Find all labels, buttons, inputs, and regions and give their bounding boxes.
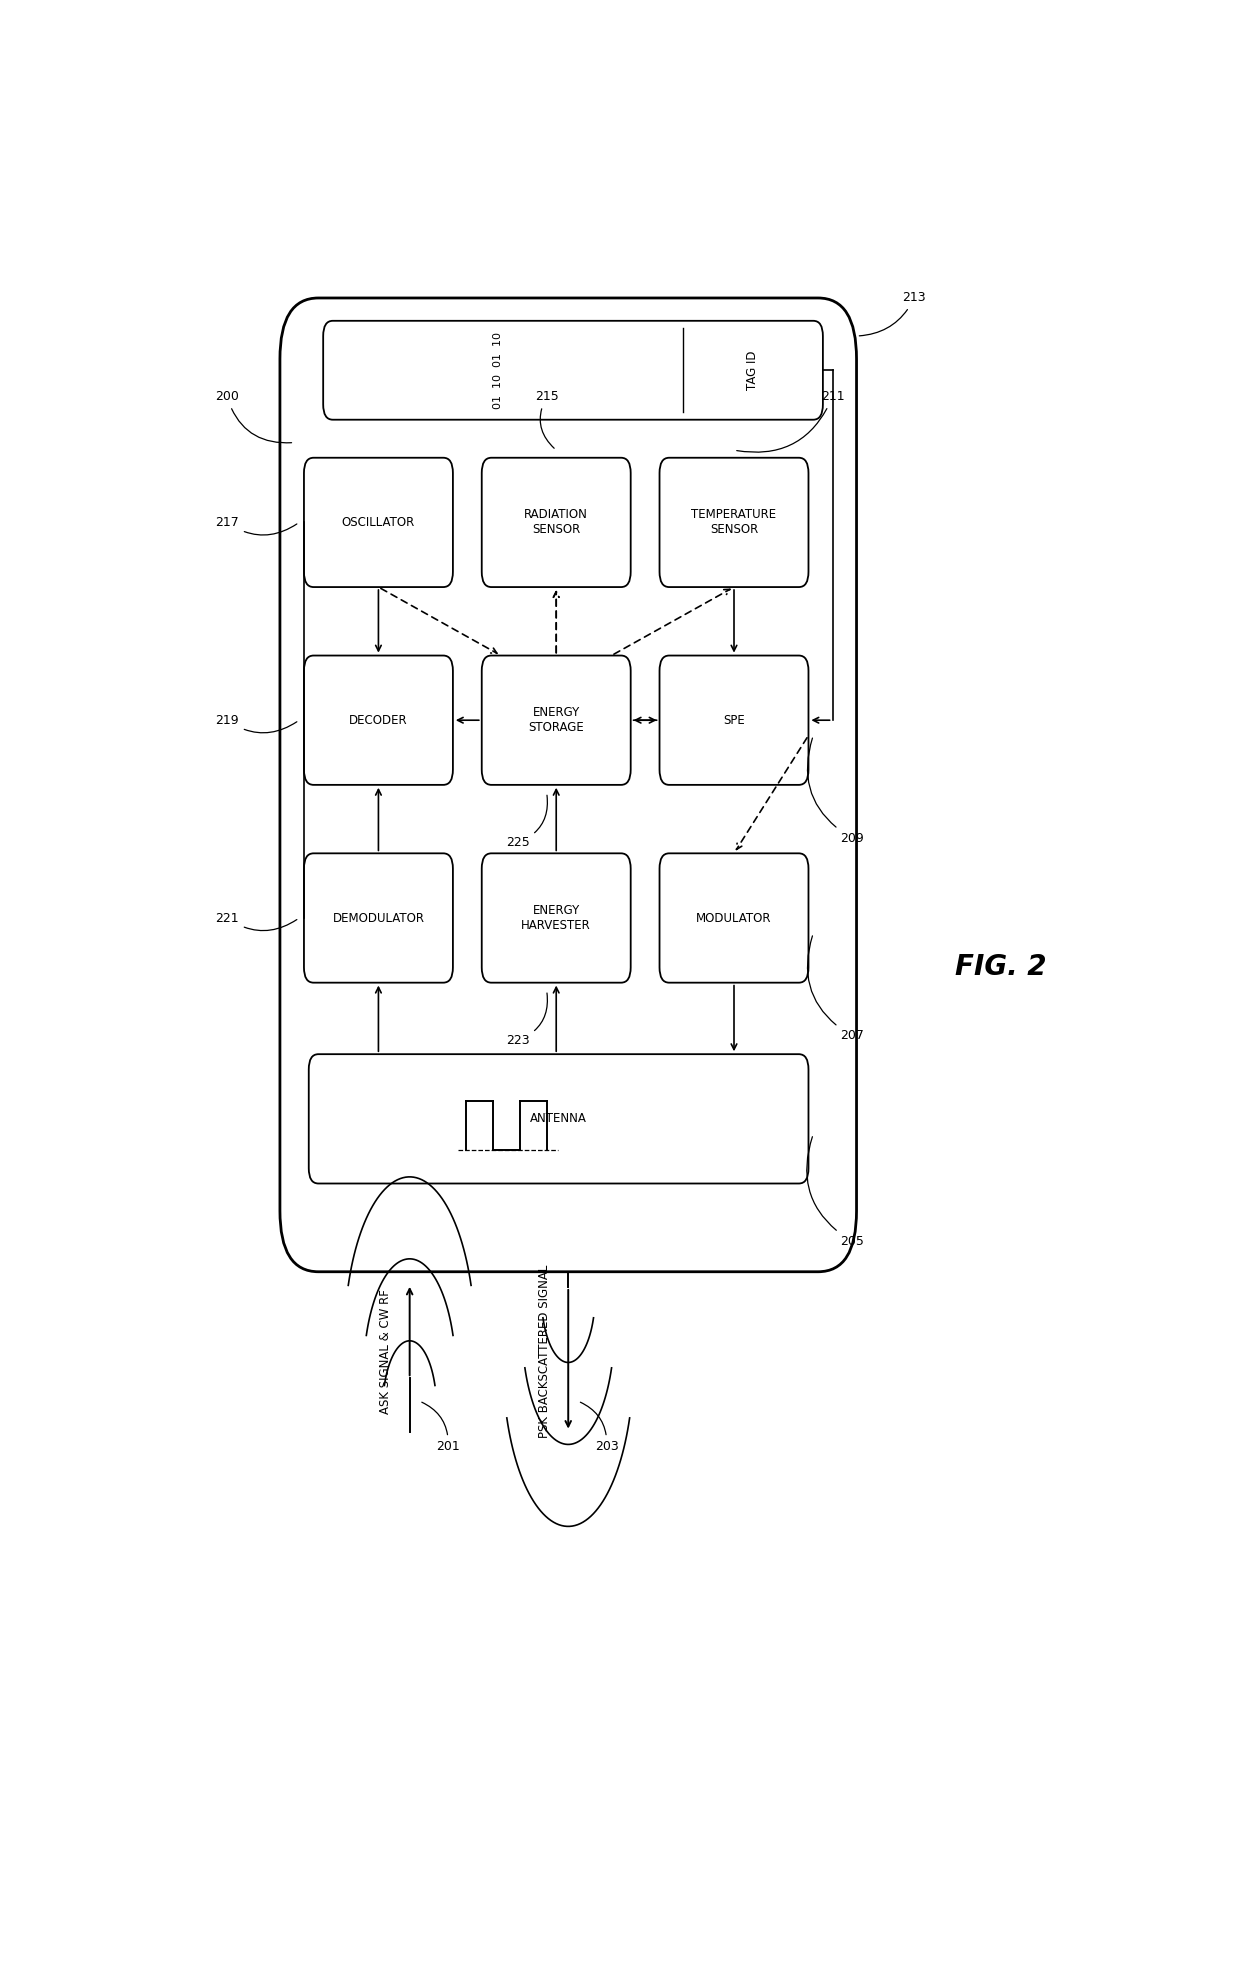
- Text: MODULATOR: MODULATOR: [696, 911, 771, 925]
- Text: 200: 200: [215, 391, 291, 443]
- Text: ENERGY
STORAGE: ENERGY STORAGE: [528, 705, 584, 735]
- Text: TAG ID: TAG ID: [746, 350, 759, 389]
- FancyBboxPatch shape: [304, 656, 453, 784]
- Text: 223: 223: [506, 994, 547, 1047]
- Text: DEMODULATOR: DEMODULATOR: [332, 911, 424, 925]
- Text: ENERGY
HARVESTER: ENERGY HARVESTER: [521, 903, 591, 933]
- FancyBboxPatch shape: [481, 458, 631, 587]
- Text: 215: 215: [534, 391, 558, 449]
- FancyBboxPatch shape: [481, 854, 631, 982]
- Text: 221: 221: [216, 911, 296, 931]
- Text: OSCILLATOR: OSCILLATOR: [342, 516, 415, 530]
- FancyBboxPatch shape: [309, 1053, 808, 1184]
- Text: 209: 209: [807, 739, 863, 844]
- FancyBboxPatch shape: [304, 458, 453, 587]
- Text: 225: 225: [506, 794, 547, 850]
- Text: 219: 219: [216, 713, 296, 733]
- FancyBboxPatch shape: [280, 298, 857, 1273]
- Text: 205: 205: [807, 1136, 864, 1247]
- FancyBboxPatch shape: [660, 458, 808, 587]
- Text: 201: 201: [422, 1403, 460, 1452]
- Text: RADIATION
SENSOR: RADIATION SENSOR: [525, 508, 588, 535]
- Text: 211: 211: [737, 391, 844, 453]
- Text: 01  10  01  10: 01 10 01 10: [494, 332, 503, 409]
- Text: PSK BACKSCATTERED SIGNAL: PSK BACKSCATTERED SIGNAL: [538, 1265, 551, 1439]
- FancyBboxPatch shape: [304, 854, 453, 982]
- Text: TEMPERATURE
SENSOR: TEMPERATURE SENSOR: [692, 508, 776, 535]
- Text: ASK SIGNAL & CW RF: ASK SIGNAL & CW RF: [379, 1288, 392, 1415]
- Text: 217: 217: [216, 516, 296, 535]
- Text: FIG. 2: FIG. 2: [955, 954, 1047, 982]
- Text: 203: 203: [580, 1403, 619, 1452]
- Text: 207: 207: [807, 937, 864, 1043]
- Text: 213: 213: [859, 292, 926, 336]
- Text: ANTENNA: ANTENNA: [531, 1112, 587, 1126]
- FancyBboxPatch shape: [660, 854, 808, 982]
- Text: SPE: SPE: [723, 713, 745, 727]
- Text: DECODER: DECODER: [350, 713, 408, 727]
- FancyBboxPatch shape: [481, 656, 631, 784]
- FancyBboxPatch shape: [324, 320, 823, 419]
- FancyBboxPatch shape: [660, 656, 808, 784]
